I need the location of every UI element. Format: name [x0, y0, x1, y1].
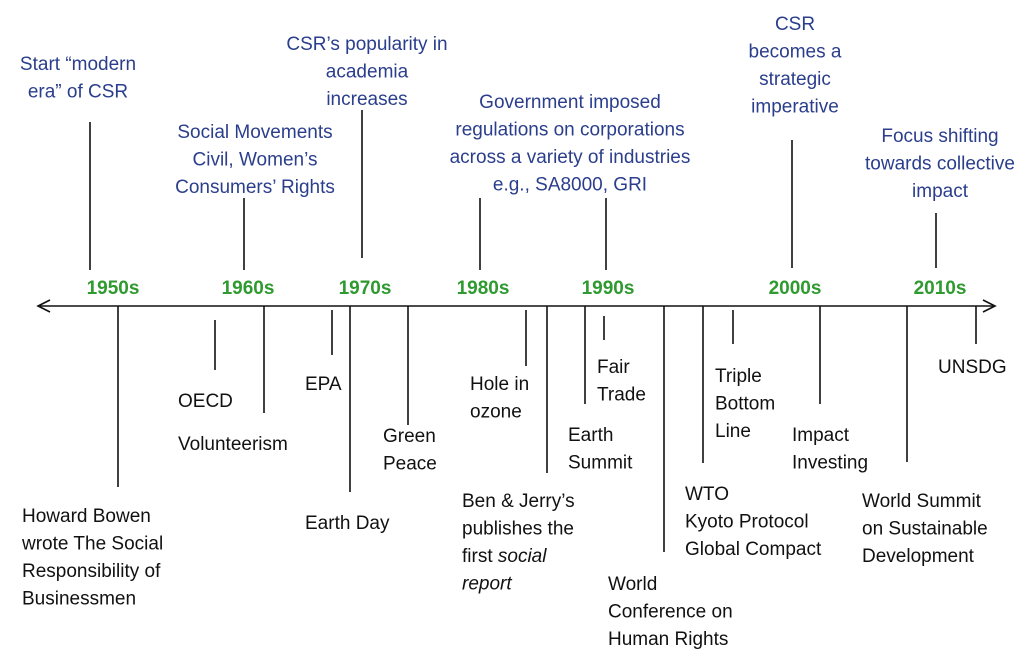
event-text: UNSDG [938, 357, 1007, 378]
event-text: Consumers’ Rights [175, 177, 335, 198]
event-text: imperative [751, 97, 839, 118]
arrow-left [36, 299, 51, 313]
event-text: Development [862, 546, 975, 567]
event-text: ozone [470, 402, 522, 423]
event-text: strategic [759, 69, 831, 90]
event-text: Responsibility of [22, 561, 161, 582]
event-text: Focus shifting [881, 126, 998, 147]
event-text: era” of CSR [28, 82, 128, 103]
event-text: Ben & Jerry’s [462, 491, 575, 512]
event-text: becomes a [749, 42, 842, 63]
arrow-right [982, 299, 997, 313]
event-text: impact [912, 181, 969, 202]
decade-label: 2000s [769, 278, 822, 299]
decade-label: 1980s [457, 278, 510, 299]
event-text: WTO [685, 484, 729, 505]
event-text: regulations on corporations [455, 120, 684, 141]
event-text: Global Compact [685, 539, 822, 560]
event-text: first social [462, 546, 547, 567]
event-text-part: first [462, 546, 498, 567]
decade-label: 1990s [582, 278, 635, 299]
event-text: on Sustainable [862, 519, 988, 540]
event-text: Hole in [470, 374, 529, 395]
event-text: World [608, 574, 657, 595]
event-text: Start “modern [20, 54, 136, 75]
event-text: Fair [597, 357, 630, 378]
event-text: academia [326, 62, 409, 83]
event-text: Summit [568, 453, 633, 474]
event-text-part: report [462, 574, 512, 595]
event-text: Line [715, 421, 751, 442]
event-text: publishes the [462, 519, 574, 540]
event-text: towards collective [865, 154, 1015, 175]
event-text: Trade [597, 385, 646, 406]
event-text: Kyoto Protocol [685, 512, 809, 533]
event-text: CSR [775, 14, 815, 35]
decade-label: 1970s [339, 278, 392, 299]
event-text: Human Rights [608, 629, 728, 650]
event-text: Investing [792, 453, 868, 474]
event-text: Civil, Women’s [193, 150, 318, 171]
event-text: Triple [715, 366, 762, 387]
decade-label: 1960s [222, 278, 275, 299]
event-text: across a variety of industries [450, 147, 691, 168]
event-text: report [462, 574, 512, 595]
decade-label: 1950s [87, 278, 140, 299]
decade-label: 2010s [914, 278, 967, 299]
event-text: increases [326, 89, 407, 110]
event-text: Howard Bowen [22, 506, 151, 527]
event-text: Bottom [715, 394, 775, 415]
event-text: Businessmen [22, 589, 136, 610]
event-text: EPA [305, 374, 342, 395]
event-text: Government imposed [479, 92, 661, 113]
event-text: CSR’s popularity in [286, 34, 447, 55]
event-text: Social Movements [177, 122, 332, 143]
event-text: Earth Day [305, 513, 390, 534]
event-text: Earth [568, 425, 613, 446]
event-text: Volunteerism [178, 434, 288, 455]
event-text-part: social [498, 546, 547, 567]
event-text: Green [383, 426, 436, 447]
event-text: OECD [178, 391, 233, 412]
event-text: World Summit [862, 491, 982, 512]
event-text: wrote The Social [21, 534, 163, 555]
event-text: Impact [792, 425, 850, 446]
event-text: Peace [383, 454, 437, 475]
event-text: e.g., SA8000, GRI [493, 175, 647, 196]
event-text: Conference on [608, 602, 733, 623]
